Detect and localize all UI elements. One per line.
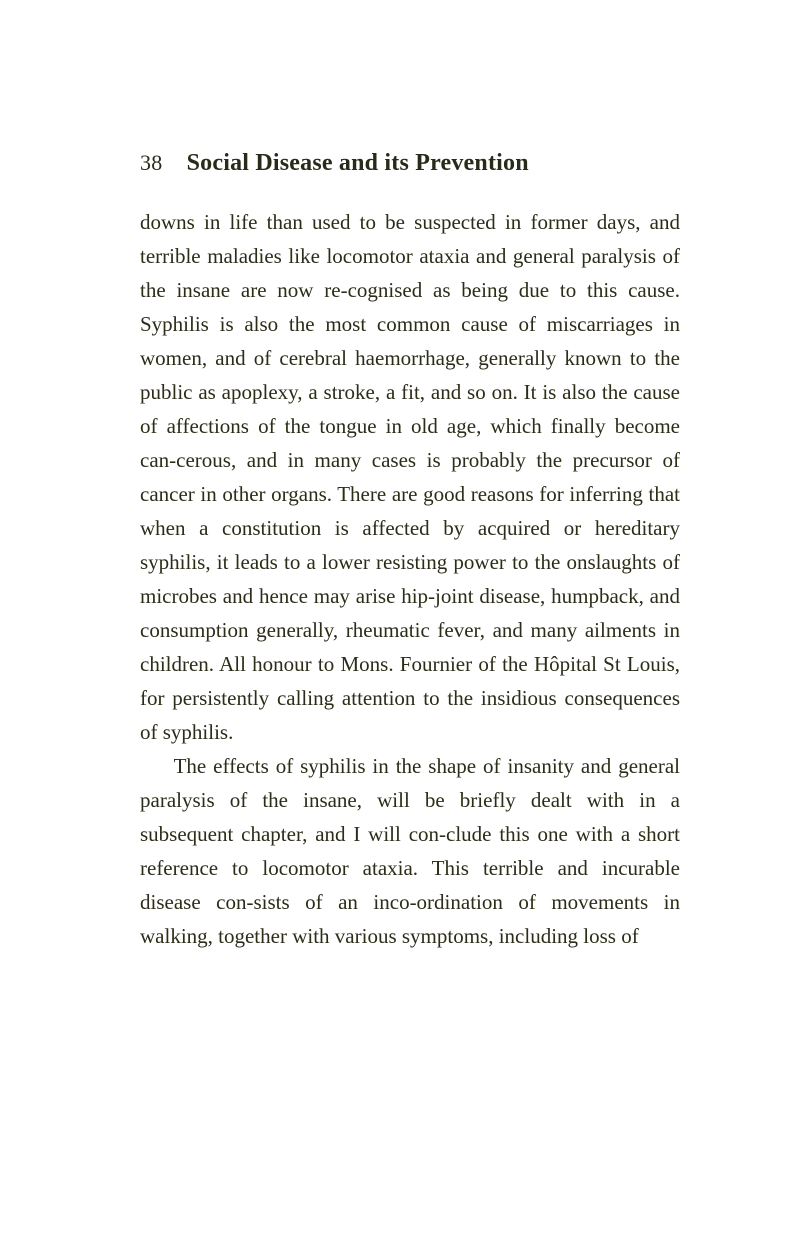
page-title: Social Disease and its Prevention	[187, 150, 529, 176]
body-text: downs in life than used to be suspected …	[140, 205, 680, 953]
page-number: 38	[140, 150, 162, 175]
book-page: 38 Social Disease and its Prevention dow…	[0, 0, 800, 1241]
paragraph: downs in life than used to be suspected …	[140, 205, 680, 749]
running-head: 38 Social Disease and its Prevention	[140, 150, 680, 177]
paragraph: The effects of syphilis in the shape of …	[140, 749, 680, 953]
